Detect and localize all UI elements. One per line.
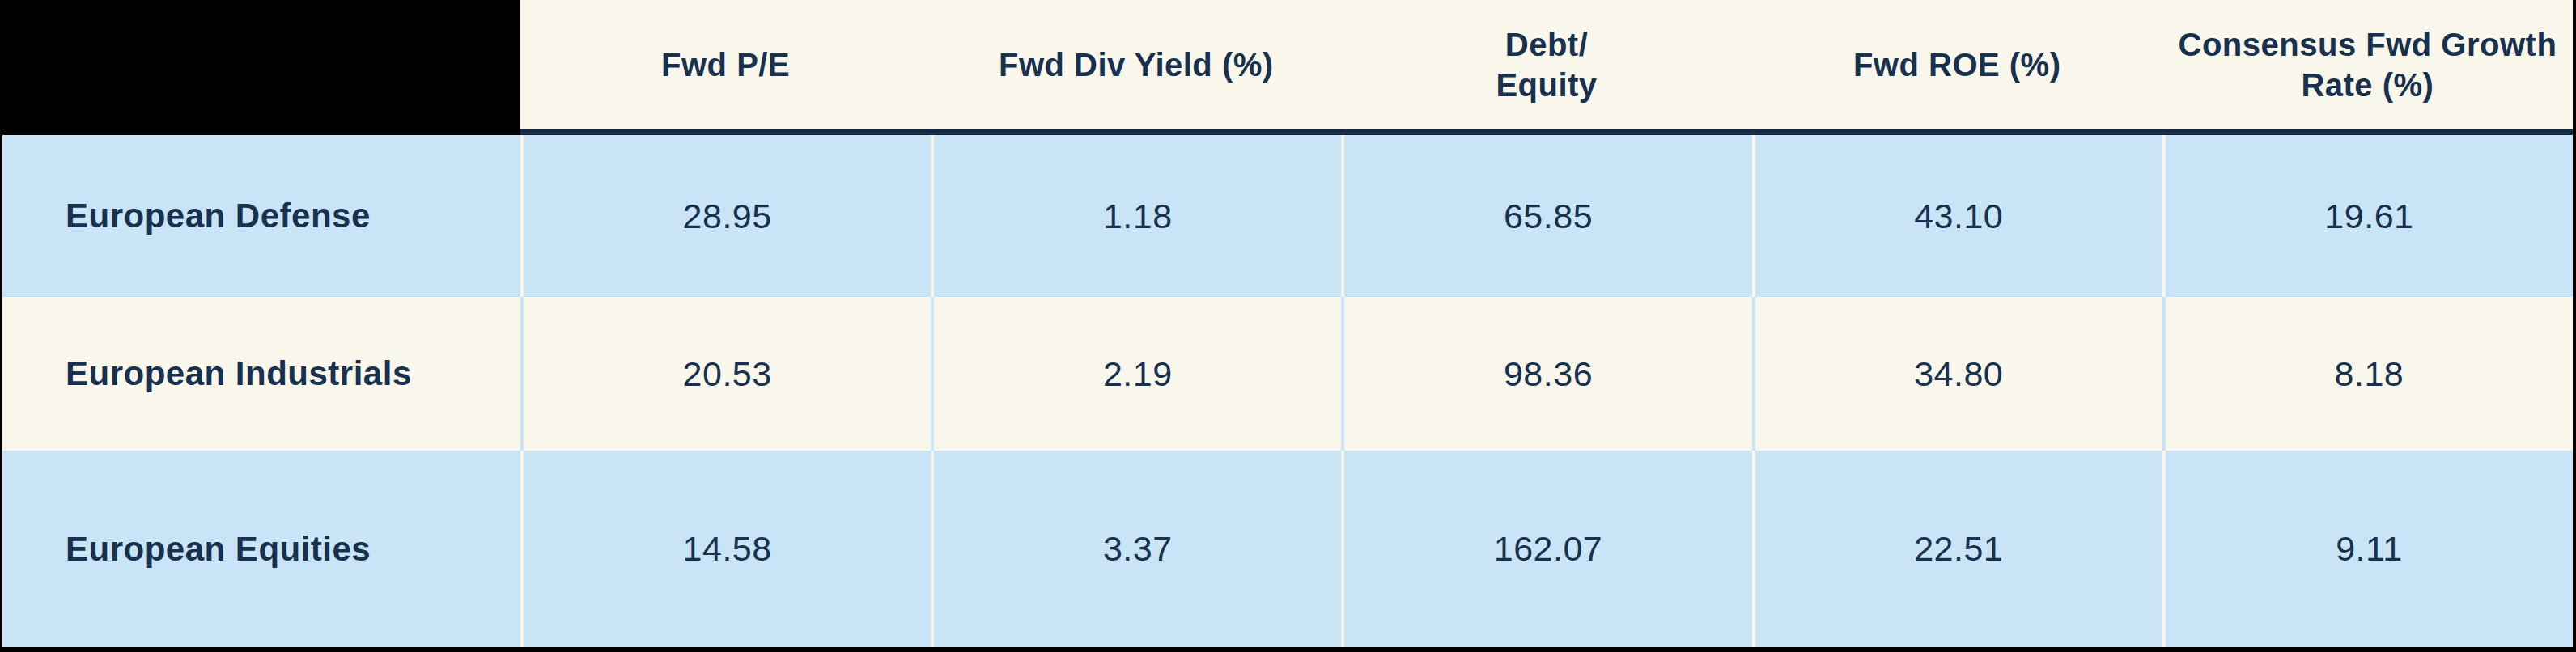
table-row-european-defense: European Defense 28.95 1.18 65.85 43.10 … [2, 135, 2573, 297]
cell-fwd-roe: 34.80 [1752, 297, 2162, 451]
column-header-debt-equity: Debt/ Equity [1341, 0, 1751, 135]
corner-cell [2, 0, 520, 135]
cell-fwd-pe: 20.53 [520, 297, 931, 451]
cell-debt-equity: 162.07 [1341, 451, 1751, 647]
cell-consensus-growth: 19.61 [2162, 135, 2573, 297]
cell-fwd-div-yield: 2.19 [931, 297, 1341, 451]
table-row-european-equities: European Equities 14.58 3.37 162.07 22.5… [2, 451, 2573, 647]
column-header-fwd-roe: Fwd ROE (%) [1752, 0, 2162, 135]
row-label: European Defense [2, 135, 520, 297]
cell-fwd-div-yield: 1.18 [931, 135, 1341, 297]
cell-consensus-growth: 9.11 [2162, 451, 2573, 647]
cell-fwd-div-yield: 3.37 [931, 451, 1341, 647]
column-header-consensus-growth: Consensus Fwd Growth Rate (%) [2162, 0, 2573, 135]
cell-debt-equity: 98.36 [1341, 297, 1751, 451]
column-header-fwd-div-yield: Fwd Div Yield (%) [931, 0, 1341, 135]
table-row-european-industrials: European Industrials 20.53 2.19 98.36 34… [2, 297, 2573, 451]
cell-debt-equity: 65.85 [1341, 135, 1751, 297]
cell-fwd-pe: 28.95 [520, 135, 931, 297]
comparison-table: Fwd P/E Fwd Div Yield (%) Debt/ Equity F… [0, 0, 2576, 652]
cell-fwd-roe: 43.10 [1752, 135, 2162, 297]
cell-fwd-pe: 14.58 [520, 451, 931, 647]
cell-consensus-growth: 8.18 [2162, 297, 2573, 451]
column-header-fwd-pe: Fwd P/E [520, 0, 931, 135]
cell-fwd-roe: 22.51 [1752, 451, 2162, 647]
row-label: European Industrials [2, 297, 520, 451]
row-label: European Equities [2, 451, 520, 647]
header-row: Fwd P/E Fwd Div Yield (%) Debt/ Equity F… [2, 0, 2573, 135]
